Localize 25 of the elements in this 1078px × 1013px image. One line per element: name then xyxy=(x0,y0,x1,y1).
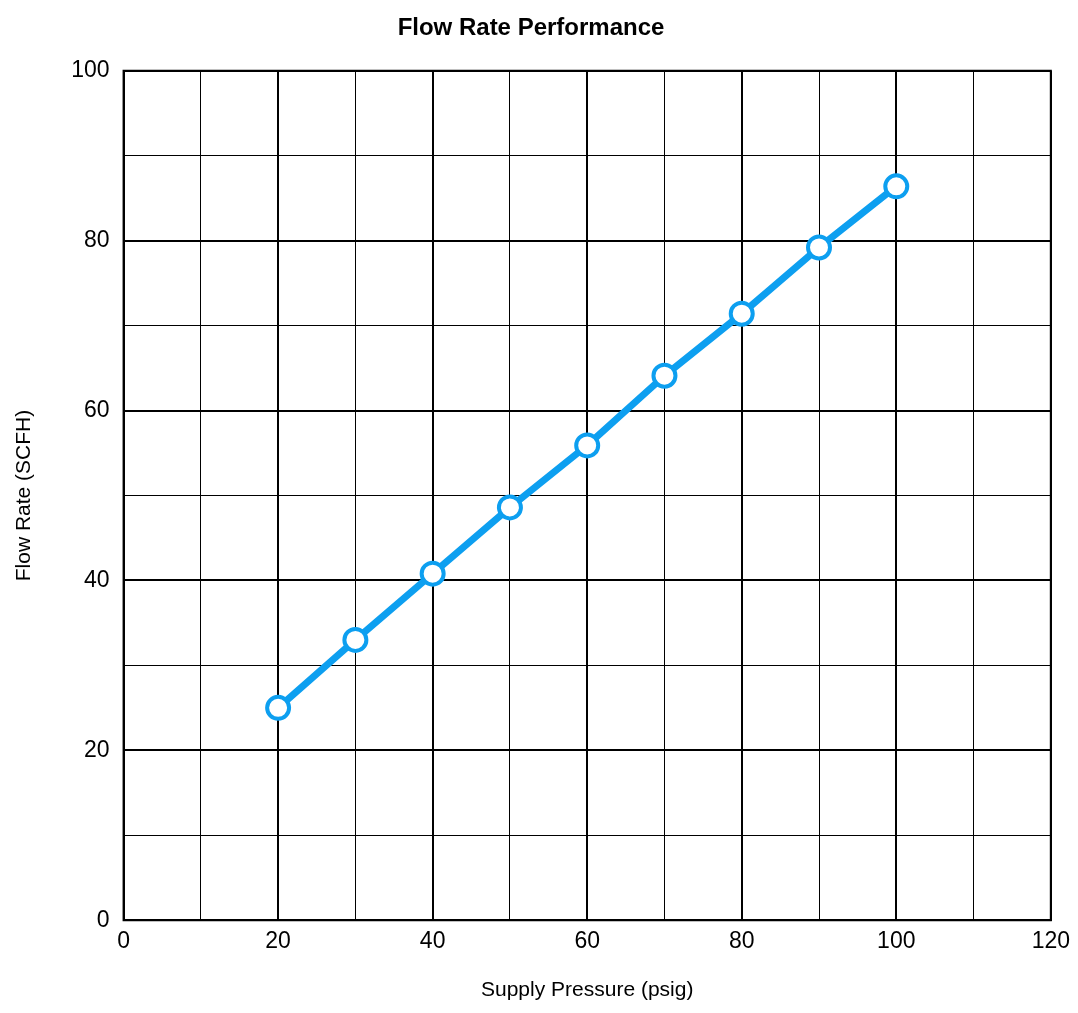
y-tick-label: 20 xyxy=(83,735,110,762)
y-tick-label: 40 xyxy=(83,565,110,592)
point xyxy=(496,494,523,521)
y-tick-label: 0 xyxy=(96,905,110,932)
point xyxy=(342,626,369,653)
y-tick-label: 80 xyxy=(83,226,110,253)
x-tick-label: 80 xyxy=(728,927,755,954)
point xyxy=(419,560,446,587)
y-tick-label: 60 xyxy=(83,395,110,422)
point xyxy=(728,300,755,327)
x-tick-label: 20 xyxy=(265,927,291,954)
y-axis-title: Flow Rate (SCFH) xyxy=(11,409,35,582)
point xyxy=(651,362,678,389)
point xyxy=(574,432,601,459)
x-tick-label: 120 xyxy=(1031,927,1070,954)
point xyxy=(883,173,910,200)
x-axis-title: Supply Pressure (psig) xyxy=(480,977,694,1001)
chart-title: Flow Rate Performance xyxy=(397,13,665,41)
x-tick-label: 40 xyxy=(419,927,446,954)
x-tick-label: 0 xyxy=(117,927,130,954)
x-tick-label: 60 xyxy=(574,927,600,954)
y-tick-label: 100 xyxy=(71,56,110,83)
x-tick-label: 100 xyxy=(877,927,916,954)
point xyxy=(265,694,292,721)
point xyxy=(806,234,832,261)
